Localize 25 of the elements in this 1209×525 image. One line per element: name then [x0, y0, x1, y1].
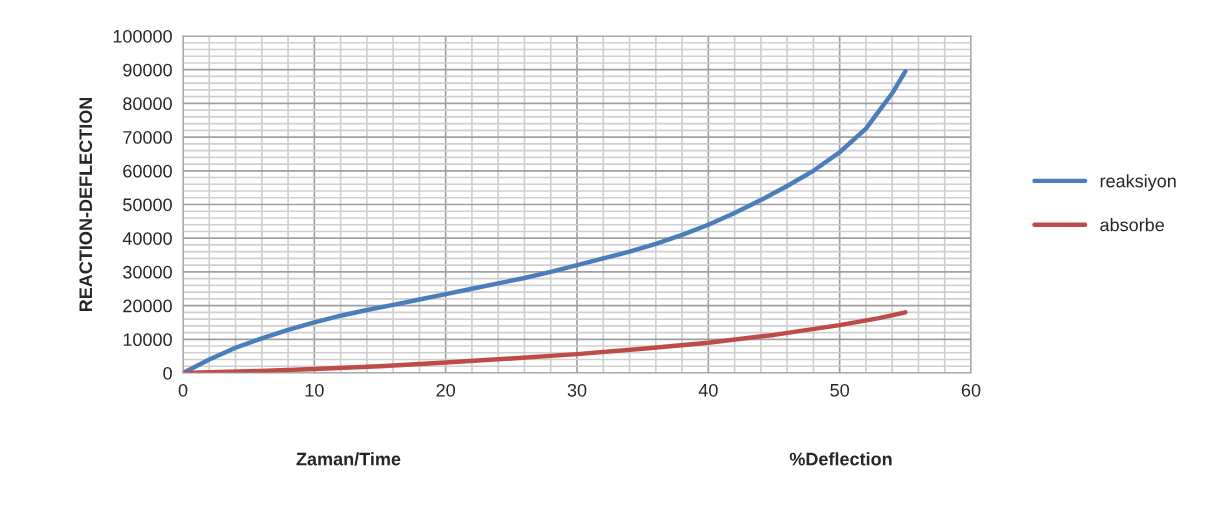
- line-series: [183, 69, 908, 373]
- x-tick-label: 60: [961, 383, 981, 397]
- y-tick-label: 70000: [123, 131, 172, 144]
- y-tick-label: 40000: [122, 232, 172, 245]
- y-tick-label: 0: [163, 366, 172, 380]
- legend-label: reaksiyon: [1100, 174, 1176, 191]
- y-tick-label: 90000: [123, 63, 172, 77]
- x-axis-title: %Deflection: [789, 452, 892, 466]
- y-tick-label: 100000: [113, 29, 172, 43]
- x-tick-label: 20: [436, 383, 455, 397]
- x-tick-label: 30: [567, 383, 587, 397]
- x-tick-label: 50: [830, 383, 849, 397]
- y-tick-label: 60000: [123, 164, 172, 178]
- y-tick-label: 20000: [123, 299, 172, 313]
- y-axis-title: REACTION-DEFLECTION: [79, 97, 93, 312]
- x-tick-label: 10: [305, 383, 324, 397]
- y-tick-label: 80000: [123, 97, 172, 111]
- x-tick-label: 0: [178, 383, 188, 397]
- x-tick-label: 40: [698, 383, 718, 397]
- y-tick-label: 10000: [123, 333, 172, 347]
- text: Zaman/Time: [296, 452, 401, 466]
- y-tick-label: 30000: [123, 265, 172, 279]
- line-series: [183, 310, 908, 373]
- y-tick-label: 50000: [123, 198, 172, 212]
- legend-label: absorbe: [1100, 218, 1164, 232]
